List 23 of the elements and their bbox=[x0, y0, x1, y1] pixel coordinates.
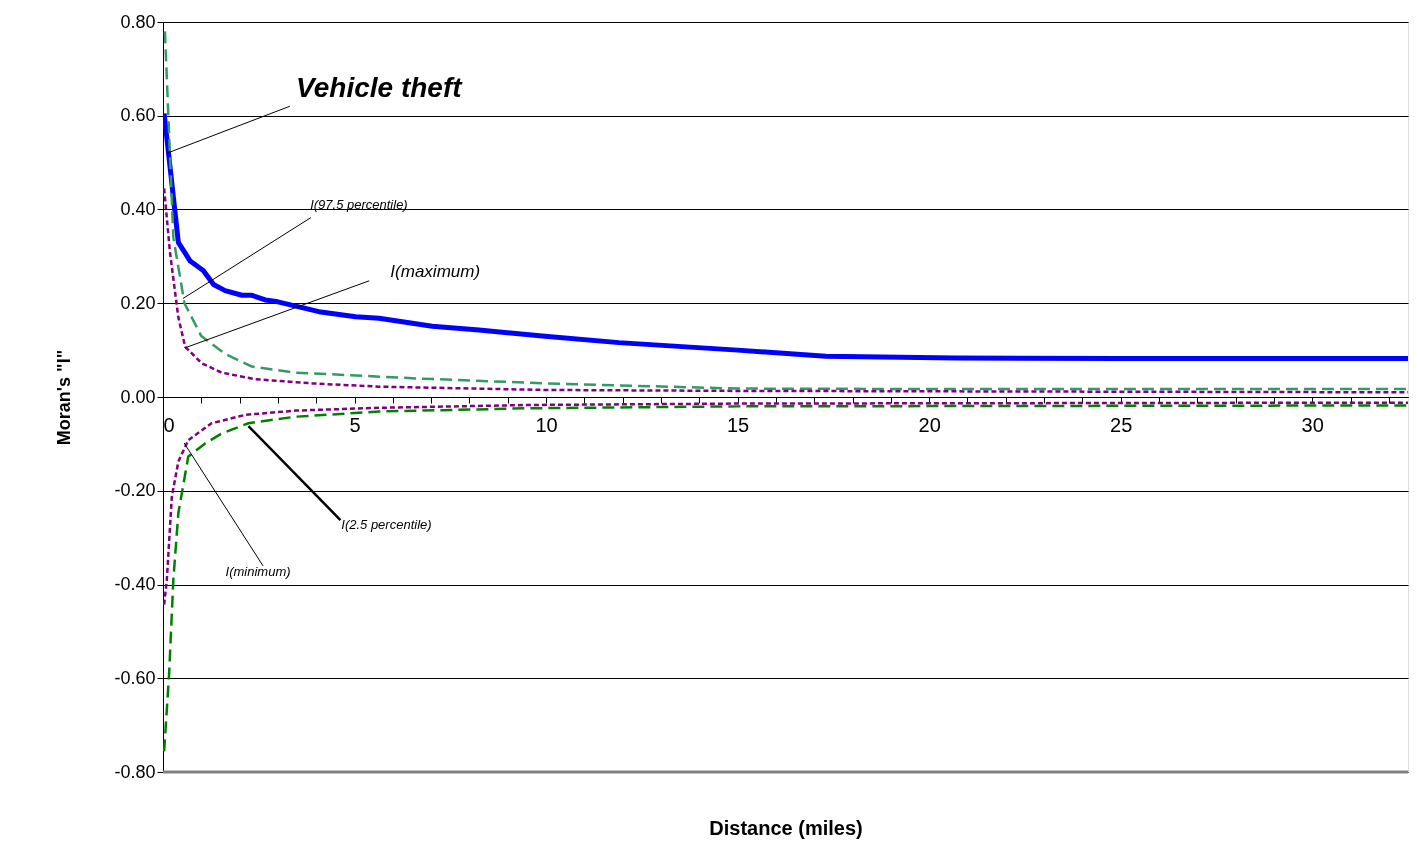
x-tick-label: 30 bbox=[1301, 413, 1324, 436]
x-tick-label: 20 bbox=[918, 413, 941, 436]
annotation: Vehicle theft bbox=[296, 72, 464, 104]
x-axis-title: Distance (miles) bbox=[709, 816, 863, 839]
x-tick-label: 10 bbox=[535, 413, 558, 436]
x-tick-label: 5 bbox=[349, 413, 361, 436]
y-tick-label: -0.80 bbox=[114, 761, 156, 782]
y-axis-title: Moran's "I" bbox=[54, 349, 75, 446]
annotation: I(minimum) bbox=[225, 563, 291, 579]
y-tick-label: 0.40 bbox=[120, 199, 156, 219]
x-tick-label: 25 bbox=[1110, 413, 1133, 436]
y-tick-label: -0.40 bbox=[114, 574, 156, 594]
annotation: I(2.5 percentile) bbox=[341, 517, 432, 533]
y-tick-label: -0.60 bbox=[114, 667, 156, 688]
y-tick-label: 0.20 bbox=[120, 292, 156, 313]
y-tick-label: -0.20 bbox=[114, 480, 156, 501]
y-tick-label: 0.60 bbox=[120, 105, 156, 126]
y-tick-label: 0.80 bbox=[120, 11, 156, 32]
x-tick-label: 15 bbox=[726, 413, 750, 436]
annotation: I(maximum) bbox=[390, 261, 481, 281]
annotation: I(97.5 percentile) bbox=[310, 196, 408, 212]
y-tick-label: 0.00 bbox=[120, 386, 156, 407]
x-tick-label: 0 bbox=[163, 413, 175, 436]
